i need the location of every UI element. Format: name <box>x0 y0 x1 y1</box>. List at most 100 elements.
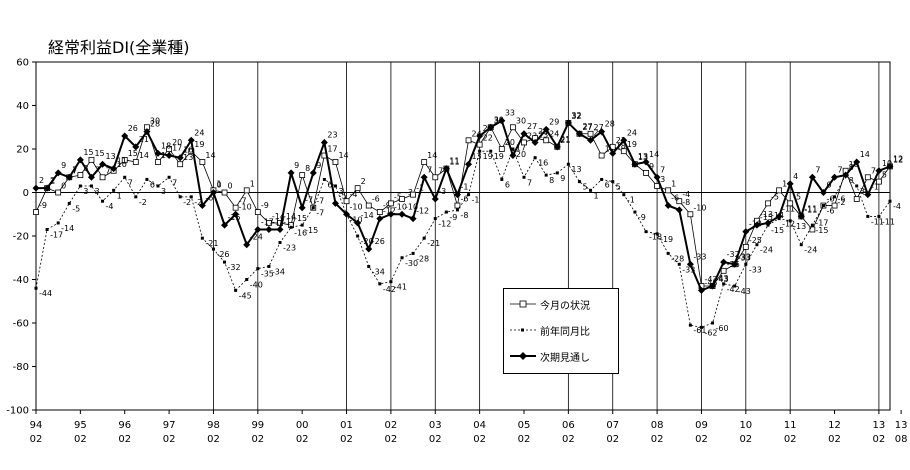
data-label-2-2: 9 <box>61 161 66 170</box>
data-label-1-4: 3 <box>83 187 88 196</box>
data-label-2-70: 7 <box>815 165 820 174</box>
data-label-2-46: 29 <box>549 117 559 126</box>
point-2-58 <box>675 206 683 214</box>
data-label-1-18: -45 <box>239 291 252 300</box>
data-label-1-58: -33 <box>682 265 695 274</box>
point-0-51 <box>598 152 605 159</box>
data-label-1-9: -2 <box>139 198 147 207</box>
point-2-9 <box>132 143 140 151</box>
data-label-2-44: 27 <box>527 122 537 131</box>
point-2-24 <box>298 204 306 212</box>
point-2-64 <box>742 228 750 236</box>
data-label-2-40: 26 <box>483 124 493 133</box>
point-2-14 <box>187 136 195 144</box>
data-label-1-52: 5 <box>616 183 621 192</box>
data-label-2-22: -17 <box>283 217 296 226</box>
data-label-2-7: 11 <box>117 157 127 166</box>
data-label-1-36: -12 <box>438 220 451 229</box>
data-label-2-53: 24 <box>627 128 637 137</box>
data-label-1-76: -11 <box>882 217 895 226</box>
point-1-62 <box>722 282 726 286</box>
data-label-2-42: 33 <box>505 109 515 118</box>
x-tick-label-month-5: 02 <box>251 434 264 445</box>
point-1-38 <box>455 208 459 212</box>
point-1-26 <box>322 177 326 181</box>
data-label-0-34: -1 <box>416 184 424 193</box>
point-2-2 <box>54 169 62 177</box>
point-2-47 <box>553 143 561 151</box>
data-label-0-53: 19 <box>627 140 637 149</box>
data-label-1-53: -1 <box>627 196 635 205</box>
point-0-44 <box>521 139 527 146</box>
data-label-1-0: -44 <box>39 289 52 298</box>
data-label-2-21: -17 <box>272 217 285 226</box>
data-label-2-25: 9 <box>316 161 321 170</box>
point-0-70 <box>809 226 816 233</box>
point-2-69 <box>797 212 805 220</box>
point-0-32 <box>388 200 394 207</box>
point-2-75 <box>864 191 872 199</box>
point-0-31 <box>376 209 383 215</box>
point-2-29 <box>354 219 362 227</box>
point-2-56 <box>653 173 661 181</box>
point-1-46 <box>544 173 548 177</box>
data-label-0-42: 20 <box>505 138 515 147</box>
point-2-20 <box>254 225 262 233</box>
data-label-1-74: 3 <box>860 187 865 196</box>
point-1-60 <box>699 325 703 329</box>
point-1-37 <box>444 210 448 214</box>
point-2-38 <box>453 191 461 199</box>
x-tick-label-year-20: 13 <box>895 420 908 431</box>
data-label-2-1: 2 <box>50 176 55 185</box>
data-label-0-37: 11 <box>449 158 459 167</box>
point-0-30 <box>365 202 372 209</box>
point-1-0 <box>34 286 38 290</box>
point-2-45 <box>531 138 539 146</box>
data-label-0-61: -43 <box>716 275 729 284</box>
point-1-57 <box>666 251 670 255</box>
data-label-1-57: -28 <box>671 254 684 263</box>
data-label-1-34: -28 <box>416 254 429 263</box>
point-1-1 <box>45 227 49 231</box>
x-tick-label-month-7: 02 <box>340 434 353 445</box>
series-0: -9207815710151430142013191410-71-9-14-14… <box>33 112 903 289</box>
data-label-0-31: -9 <box>383 201 391 210</box>
data-label-2-75: -1 <box>871 183 879 192</box>
point-1-4 <box>78 184 82 188</box>
data-label-2-33: -10 <box>405 202 418 211</box>
data-label-0-30: -6 <box>372 195 380 204</box>
data-label-2-63: -33 <box>738 252 751 261</box>
data-label-0-47: 21 <box>560 136 570 145</box>
data-label-1-56: -19 <box>660 235 673 244</box>
point-0-66 <box>765 200 771 207</box>
point-1-31 <box>378 282 382 286</box>
point-2-10 <box>143 128 151 136</box>
data-label-1-14: -2 <box>194 198 202 207</box>
y-tick-label-5: -40 <box>13 275 29 286</box>
data-label-2-39: 13 <box>472 152 482 161</box>
point-1-56 <box>655 232 659 236</box>
data-label-1-32: -41 <box>394 283 407 292</box>
x-tick-label-year-15: 09 <box>695 420 708 431</box>
legend-label-yoy: 前年同月比 <box>540 326 590 338</box>
data-label-2-26: 23 <box>327 130 337 139</box>
point-1-47 <box>555 171 559 175</box>
point-1-70 <box>810 223 814 227</box>
data-label-2-69: -11 <box>804 204 817 213</box>
point-2-27 <box>331 199 339 207</box>
data-label-0-33: -3 <box>405 188 413 197</box>
data-label-0-63: -33 <box>738 253 751 262</box>
point-1-71 <box>821 204 825 208</box>
point-0-6 <box>99 174 106 181</box>
point-2-61 <box>709 282 717 290</box>
point-1-20 <box>256 267 260 271</box>
point-2-39 <box>465 160 473 168</box>
point-0-75 <box>864 174 871 181</box>
data-label-2-24: -7 <box>305 196 313 205</box>
point-0-59 <box>687 211 694 218</box>
point-1-48 <box>566 162 570 166</box>
data-label-2-10: 28 <box>150 120 160 129</box>
point-1-15 <box>200 236 204 240</box>
data-label-1-26: 6 <box>327 180 332 189</box>
point-1-52 <box>611 180 615 184</box>
